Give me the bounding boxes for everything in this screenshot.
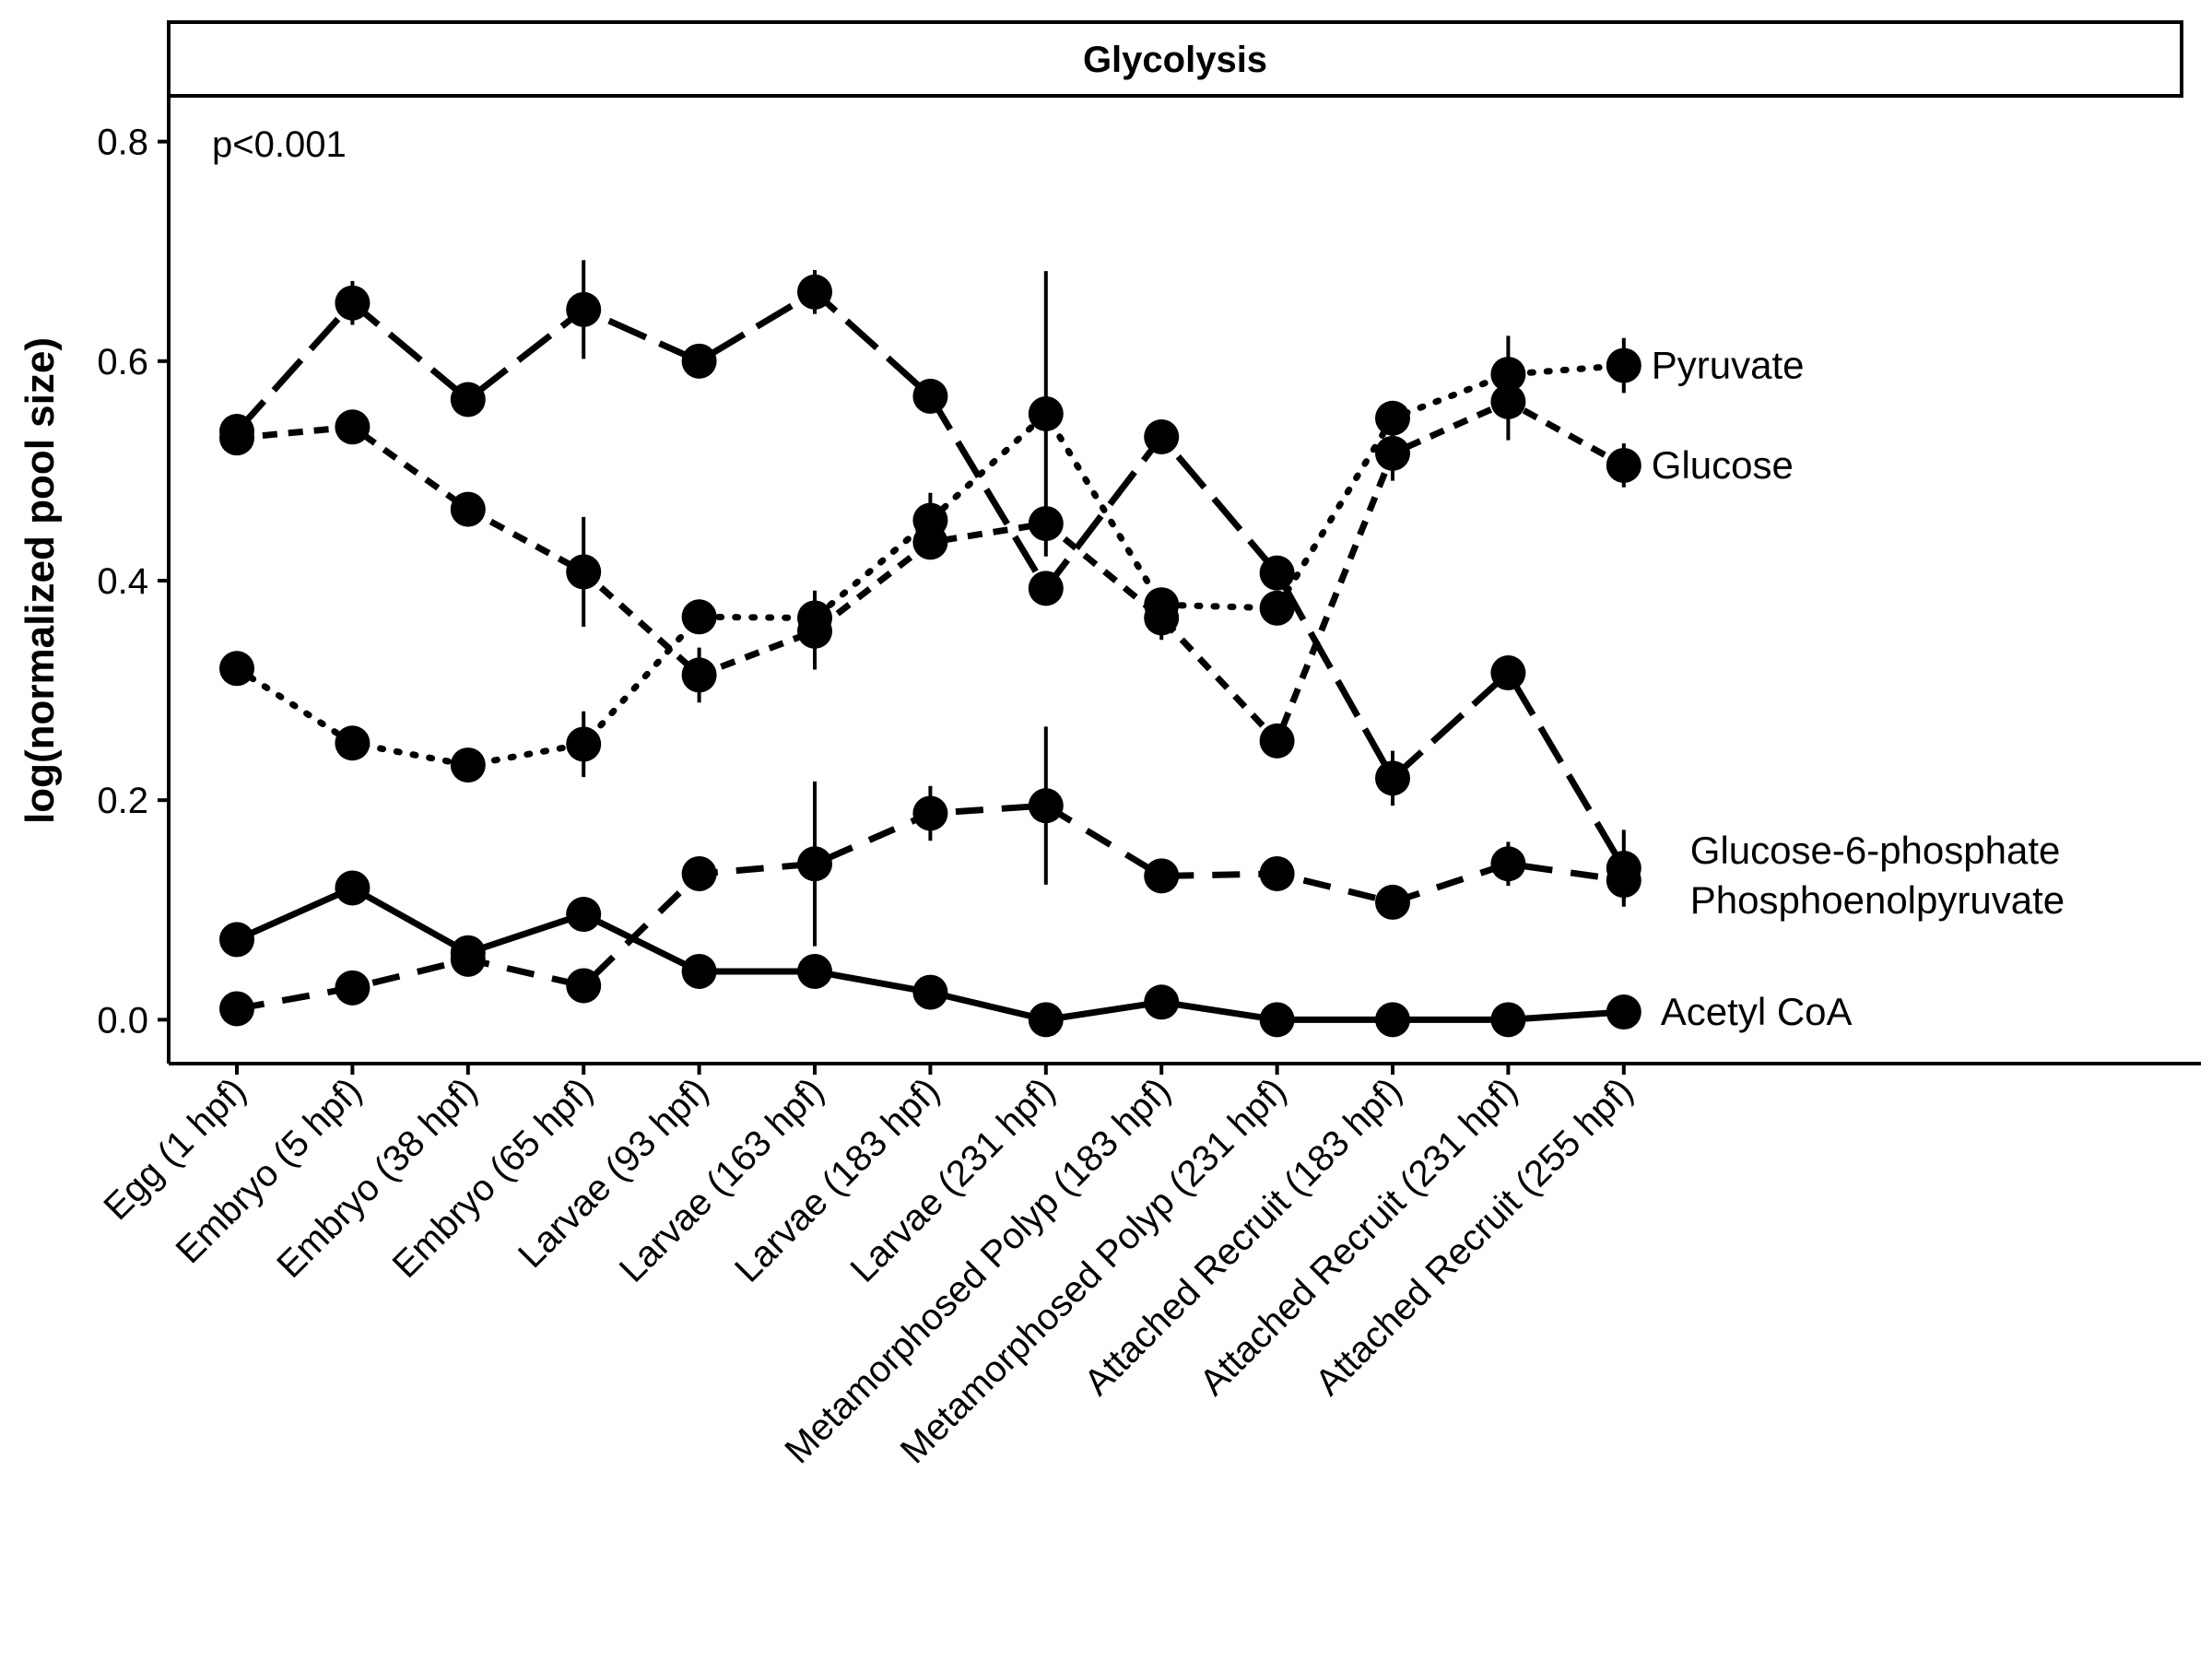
data-point-phosphoenolpyruvate [566, 968, 602, 1004]
series-label-pyruvate: Pyruvate [1652, 344, 1805, 387]
data-point-glucose-6-phosphate [681, 343, 717, 379]
x-tick-label: Embryo (38 hpf) [269, 1070, 485, 1286]
data-point-pyruvate [1028, 395, 1064, 431]
data-point-phosphoenolpyruvate [1144, 858, 1180, 894]
data-point-phosphoenolpyruvate [1028, 788, 1064, 824]
data-point-phosphoenolpyruvate [912, 795, 948, 831]
data-point-glucose-6-phosphate [1259, 555, 1295, 591]
data-point-pyruvate [335, 725, 371, 761]
series-acetyl-coa [219, 870, 1641, 1038]
y-tick-label: 0.6 [97, 342, 148, 382]
x-tick-label: Larvae (163 hpf) [612, 1070, 832, 1290]
data-point-pyruvate [681, 599, 717, 635]
data-point-acetyl-coa [1259, 1002, 1295, 1038]
series-glucose [219, 363, 1641, 759]
data-point-glucose [1028, 506, 1064, 542]
data-point-glucose-6-phosphate [1028, 571, 1064, 606]
data-point-glucose [1259, 723, 1295, 759]
data-point-glucose-6-phosphate [912, 378, 948, 414]
data-point-glucose-6-phosphate [566, 291, 602, 327]
data-point-glucose [566, 554, 602, 590]
y-tick-label: 0.8 [97, 123, 148, 163]
data-point-glucose-6-phosphate [1375, 760, 1410, 796]
y-tick-label: 0.2 [97, 781, 148, 821]
data-point-acetyl-coa [681, 953, 717, 989]
p-value-annotation: p<0.001 [212, 124, 347, 165]
data-point-glucose-6-phosphate [1490, 655, 1526, 691]
data-point-pyruvate [219, 651, 254, 687]
series-label-acetyl-coa: Acetyl CoA [1661, 990, 1853, 1033]
data-point-acetyl-coa [1375, 1002, 1410, 1038]
series-labels: Pyruvate Glucose Glucose-6-phosphate Phosph… [1652, 344, 2065, 1033]
y-tick-label: 0.4 [97, 561, 148, 602]
x-tick-label: Embryo (65 hpf) [385, 1070, 601, 1286]
series-label-phosphoenolpyruvate: Phosphoenolpyruvate [1690, 878, 2065, 922]
y-axis-ticks: 0.0 0.2 0.4 0.6 0.8 [97, 123, 169, 1041]
series-line-pyruvate [233, 362, 1628, 769]
data-point-glucose [1144, 600, 1180, 636]
data-point-phosphoenolpyruvate [1375, 884, 1410, 920]
data-point-glucose [912, 524, 948, 560]
data-point-acetyl-coa [1144, 984, 1180, 1020]
data-point-glucose-6-phosphate [335, 285, 371, 321]
data-point-glucose [1490, 383, 1526, 419]
series-glucose-6-phosphate [219, 260, 1641, 907]
x-axis-ticks: Egg (1 hpf)Embryo (5 hpf)Embryo (38 hpf)… [96, 1064, 1641, 1471]
data-point-glucose-6-phosphate [1144, 418, 1180, 454]
data-point-glucose [1606, 447, 1641, 483]
data-point-pyruvate [450, 747, 486, 783]
x-tick-label: Larvae (231 hpf) [843, 1070, 1064, 1290]
data-point-phosphoenolpyruvate [1259, 855, 1295, 891]
data-point-glucose [335, 409, 371, 445]
data-point-acetyl-coa [1028, 1002, 1064, 1038]
data-point-phosphoenolpyruvate [335, 970, 371, 1006]
data-point-pyruvate [566, 726, 602, 762]
series-label-glucose: Glucose [1652, 443, 1794, 487]
y-axis-title: log(normalized pool size) [18, 337, 63, 824]
series-layer [219, 260, 1641, 1038]
data-point-pyruvate [1606, 347, 1641, 383]
data-point-glucose-6-phosphate [219, 414, 254, 450]
data-point-glucose-6-phosphate [450, 382, 486, 418]
series-label-glucose-6-phosphate: Glucose-6-phosphate [1690, 829, 2061, 872]
data-point-phosphoenolpyruvate [681, 855, 717, 891]
data-point-glucose [797, 613, 832, 649]
x-tick-label: Larvae (183 hpf) [727, 1070, 947, 1290]
data-point-acetyl-coa [1490, 1002, 1526, 1038]
data-point-glucose-6-phosphate [797, 274, 832, 310]
data-point-acetyl-coa [566, 897, 602, 933]
series-line-glucose-6-phosphate [234, 288, 1627, 870]
data-point-acetyl-coa [335, 870, 371, 906]
data-point-phosphoenolpyruvate [1490, 846, 1526, 882]
series-line-glucose [236, 398, 1626, 745]
facet-strip-box [167, 20, 2183, 98]
data-point-acetyl-coa [912, 974, 948, 1010]
data-point-phosphoenolpyruvate [219, 991, 254, 1027]
data-point-pyruvate [1259, 590, 1295, 626]
data-point-acetyl-coa [450, 935, 486, 971]
data-point-phosphoenolpyruvate [1606, 863, 1641, 899]
data-point-glucose [681, 657, 717, 693]
facet-strip: Glycolysis [167, 20, 2183, 98]
data-point-pyruvate [1375, 400, 1410, 436]
data-point-glucose [1375, 435, 1410, 471]
data-point-acetyl-coa [1606, 994, 1641, 1030]
data-point-acetyl-coa [797, 953, 832, 989]
data-point-phosphoenolpyruvate [797, 846, 832, 882]
data-point-glucose [450, 491, 486, 527]
data-point-acetyl-coa [219, 922, 254, 958]
chart-title: Glycolysis [1083, 40, 1267, 80]
y-tick-label: 0.0 [97, 1000, 148, 1041]
